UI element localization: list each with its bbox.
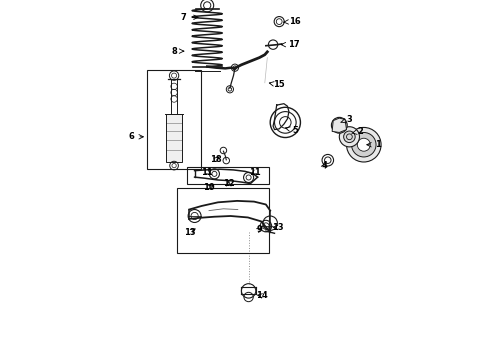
Bar bbox=[166, 114, 182, 162]
Text: 12: 12 bbox=[223, 179, 235, 188]
Text: 18: 18 bbox=[210, 154, 222, 163]
Text: 11: 11 bbox=[201, 167, 213, 176]
Text: 16: 16 bbox=[284, 17, 301, 26]
Text: 14: 14 bbox=[256, 292, 268, 300]
Text: 13: 13 bbox=[184, 228, 196, 237]
Bar bbox=[147, 70, 201, 169]
Text: 10: 10 bbox=[203, 184, 215, 192]
Text: 6: 6 bbox=[129, 132, 144, 141]
Text: 11: 11 bbox=[249, 167, 261, 176]
Text: 13: 13 bbox=[271, 223, 283, 232]
Text: 15: 15 bbox=[270, 80, 285, 89]
Text: 7: 7 bbox=[181, 13, 198, 22]
Circle shape bbox=[346, 127, 381, 162]
Text: 9: 9 bbox=[257, 225, 262, 234]
Circle shape bbox=[351, 132, 376, 157]
Text: 2: 2 bbox=[352, 127, 363, 136]
Circle shape bbox=[357, 138, 370, 151]
Text: 3: 3 bbox=[341, 115, 352, 124]
Text: 8: 8 bbox=[172, 46, 184, 55]
Bar bbox=[177, 188, 270, 253]
Circle shape bbox=[331, 117, 347, 133]
Text: 17: 17 bbox=[281, 40, 299, 49]
Text: 1: 1 bbox=[367, 140, 381, 149]
Polygon shape bbox=[332, 118, 346, 132]
Bar bbox=[187, 167, 270, 184]
Circle shape bbox=[343, 131, 355, 143]
Text: 5: 5 bbox=[286, 126, 298, 135]
Circle shape bbox=[339, 127, 360, 147]
Text: 4: 4 bbox=[321, 161, 327, 170]
